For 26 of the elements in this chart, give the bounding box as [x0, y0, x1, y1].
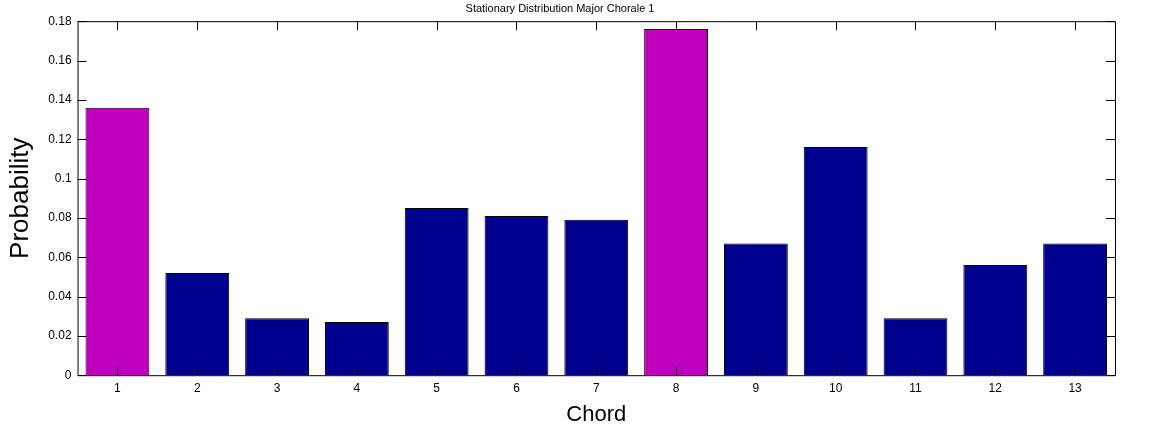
y-tick-label: 0.18: [48, 13, 72, 28]
y-axis-title: Probability: [3, 137, 34, 259]
x-tick-label: 5: [433, 380, 441, 395]
y-tick-label: 0.02: [48, 328, 72, 343]
x-tick-label: 7: [592, 380, 600, 395]
x-tick-label: 9: [752, 380, 760, 395]
x-tick-label: 1: [114, 380, 122, 395]
x-tick-label: 13: [1068, 380, 1083, 395]
y-tick-label: 0.16: [48, 52, 72, 67]
y-tick-label: 0: [64, 367, 72, 382]
y-tick-label: 0.12: [48, 131, 72, 146]
x-tick-label: 2: [193, 380, 201, 395]
y-tick-label: 0.1: [54, 170, 72, 185]
y-tick-label: 0.04: [48, 288, 72, 303]
x-tick-label: 3: [273, 380, 281, 395]
x-tick-label: 12: [988, 380, 1003, 395]
chart-title: Stationary Distribution Major Chorale 1: [465, 1, 655, 14]
x-tick-label: 10: [829, 380, 843, 395]
y-tick-label: 0.14: [48, 92, 72, 107]
y-tick-label: 0.08: [48, 210, 72, 225]
x-tick-label: 4: [353, 380, 361, 395]
x-tick-label: 8: [672, 380, 680, 395]
x-tick-label: 11: [909, 380, 923, 395]
x-tick-label: 6: [513, 380, 521, 395]
y-tick-label: 0.06: [48, 249, 72, 264]
x-axis-title: Chord: [566, 400, 627, 426]
